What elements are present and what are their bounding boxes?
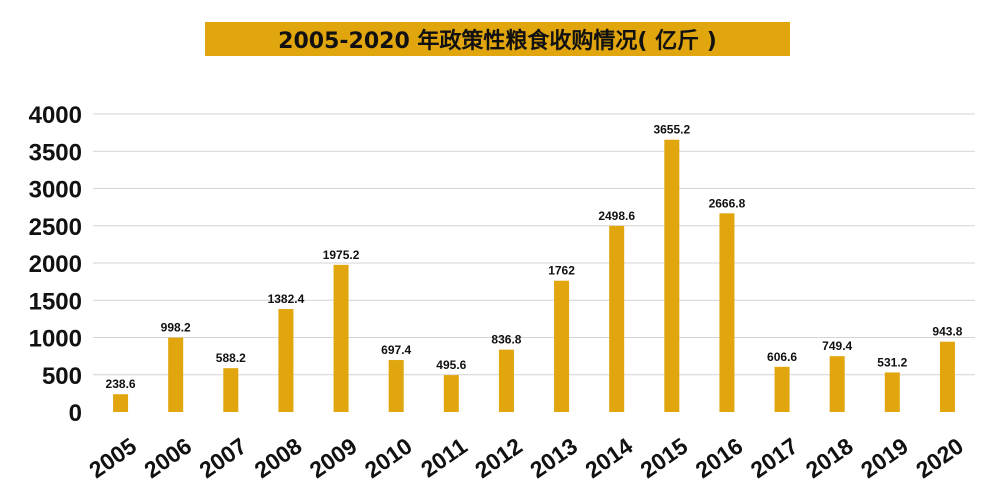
gridlines [93, 113, 975, 376]
x-tick-label-2016: 2016 [691, 433, 748, 484]
value-label-2017: 606.6 [767, 350, 797, 364]
bar-2008 [278, 309, 294, 412]
y-tick-label: 3000 [29, 177, 82, 204]
y-axis-ticks: 0 500 1000 1500 2000 2500 3000 3500 4000 [29, 102, 82, 427]
chart-title: 2005-2020 年政策性粮食收购情况( 亿斤 ) [278, 29, 717, 54]
x-tick-label-2006: 2006 [139, 433, 196, 484]
value-label-2013: 1762 [548, 264, 575, 278]
value-label-2019: 531.2 [877, 355, 907, 369]
x-tick-label-2007: 2007 [194, 433, 251, 484]
value-label-2010: 697.4 [381, 343, 411, 357]
y-tick-label: 2000 [29, 251, 82, 278]
title-background [205, 22, 790, 56]
bar-2017 [774, 366, 790, 412]
bar-2010 [388, 360, 404, 412]
bar-2007 [223, 368, 239, 412]
x-tick-label-2018: 2018 [801, 432, 858, 483]
bar-2009 [333, 264, 349, 412]
bar-2012 [498, 349, 514, 412]
bar-2018 [829, 356, 845, 412]
value-labels: 238.6 998.2 588.2 1382.4 1975.2 697.4 495.6 836… [106, 123, 963, 392]
x-tick-label-2011: 2011 [416, 432, 472, 482]
x-tick-label-2008: 2008 [250, 432, 307, 483]
x-tick-label-2005: 2005 [84, 432, 141, 483]
bar-2019 [884, 372, 900, 412]
bar-2013 [554, 280, 570, 412]
y-tick-label: 2500 [29, 214, 82, 241]
bar-2014 [609, 225, 625, 412]
value-label-2005: 238.6 [106, 377, 136, 391]
value-label-2009: 1975.2 [323, 248, 360, 262]
y-tick-label: 1500 [29, 288, 82, 315]
y-tick-label: 4000 [29, 102, 82, 129]
bar-2016 [719, 213, 735, 412]
value-label-2008: 1382.4 [268, 292, 305, 306]
value-label-2011: 495.6 [436, 358, 466, 372]
value-label-2012: 836.8 [491, 333, 521, 347]
bars [113, 139, 955, 412]
value-label-2016: 2666.8 [709, 196, 746, 210]
bar-2005 [113, 394, 129, 412]
value-label-2018: 749.4 [822, 339, 852, 353]
y-tick-label: 1000 [29, 326, 82, 353]
y-tick-label: 0 [69, 400, 82, 427]
x-tick-label-2009: 2009 [305, 433, 362, 484]
bar-2015 [664, 139, 680, 412]
x-tick-label-2014: 2014 [580, 432, 637, 483]
value-label-2014: 2498.6 [598, 209, 635, 223]
value-label-2007: 588.2 [216, 351, 246, 365]
x-tick-label-2010: 2010 [360, 433, 417, 484]
value-label-2006: 998.2 [161, 321, 191, 335]
value-label-2015: 3655.2 [653, 123, 690, 137]
y-tick-label: 3500 [29, 139, 82, 166]
bar-2020 [939, 341, 955, 412]
bar-2011 [443, 375, 459, 412]
x-tick-label-2013: 2013 [525, 433, 582, 484]
y-tick-label: 500 [42, 363, 82, 390]
value-label-2020: 943.8 [932, 325, 962, 339]
x-tick-label-2017: 2017 [746, 433, 803, 484]
x-tick-label-2019: 2019 [856, 433, 913, 484]
bar-2006 [168, 337, 184, 412]
x-tick-label-2012: 2012 [470, 433, 527, 484]
x-tick-label-2020: 2020 [911, 433, 968, 484]
x-tick-label-2015: 2015 [635, 432, 692, 483]
